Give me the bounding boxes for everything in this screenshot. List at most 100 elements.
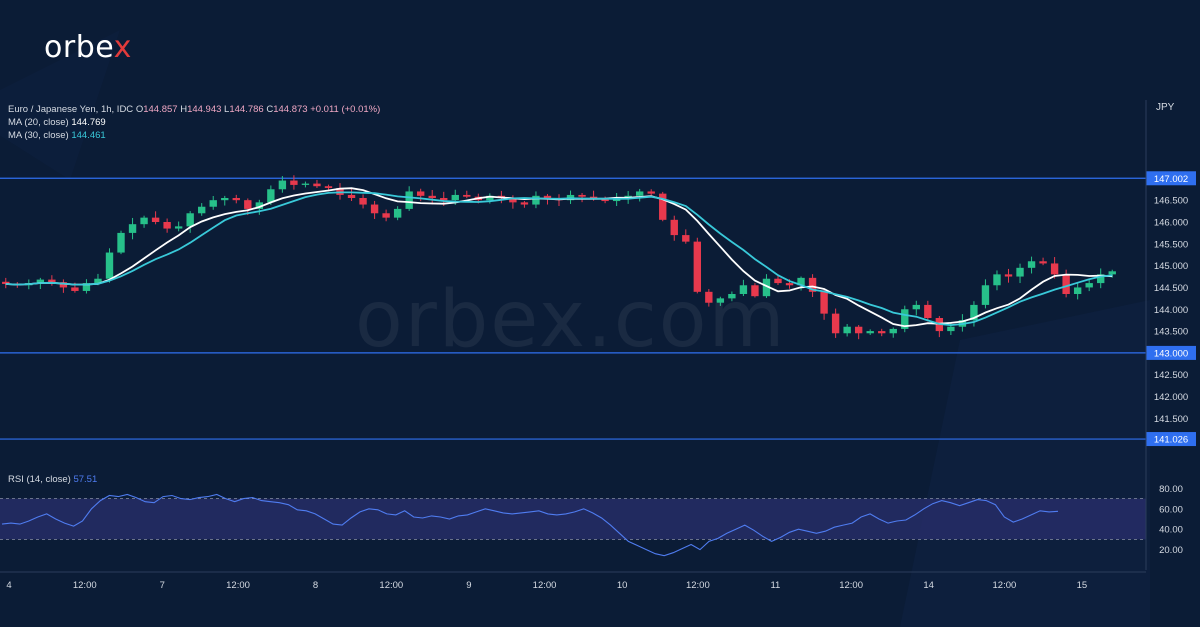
candle-body xyxy=(486,195,494,201)
candle-body xyxy=(647,191,655,194)
candle-body xyxy=(682,235,690,242)
candle-body xyxy=(670,219,678,236)
price-tick-label: 145.000 xyxy=(1154,261,1188,272)
price-tick-label: 142.500 xyxy=(1154,370,1188,381)
candle-body xyxy=(924,304,932,318)
level-badge xyxy=(1146,345,1196,360)
candle-body xyxy=(831,313,840,334)
candle-body xyxy=(866,331,874,334)
candle-body xyxy=(728,294,736,299)
high-value: 144.943 xyxy=(187,104,222,115)
level-label: 147.002 xyxy=(1154,174,1188,185)
time-tick-label: 14 xyxy=(923,580,934,591)
price-tick-label: 146.000 xyxy=(1154,218,1188,229)
candle-body xyxy=(2,281,10,284)
ma20-value: 144.769 xyxy=(71,117,106,128)
symbol-legend: Euro / Japanese Yen, 1h, IDC O144.857 H1… xyxy=(8,104,381,115)
candle-body xyxy=(278,180,287,190)
candle-body xyxy=(589,196,598,198)
candle-body xyxy=(543,195,552,198)
candle-body xyxy=(762,278,771,297)
candle-body xyxy=(843,326,851,334)
price-tick-label: 146.500 xyxy=(1154,196,1188,207)
ma30-value: 144.461 xyxy=(71,130,106,141)
candle-body xyxy=(36,279,45,284)
candle-body xyxy=(209,200,217,207)
candle-body xyxy=(417,191,425,196)
candle-body xyxy=(854,326,863,334)
candle-body xyxy=(359,198,367,205)
rsi-band xyxy=(0,498,1146,540)
candle-body xyxy=(428,195,436,198)
rsi-tick-label: 60.00 xyxy=(1159,504,1183,515)
time-tick-label: 10 xyxy=(617,580,628,591)
time-tick-label: 15 xyxy=(1077,580,1088,591)
candle-body xyxy=(94,278,102,284)
rsi-legend: RSI (14, close) 57.51 xyxy=(8,474,98,485)
time-tick-label: 12:00 xyxy=(993,580,1017,591)
candle-body xyxy=(716,298,725,303)
candle-body xyxy=(1004,274,1013,277)
rsi-value: 57.51 xyxy=(73,474,98,485)
time-tick-label: 4 xyxy=(6,580,11,591)
rsi-tick-label: 80.00 xyxy=(1159,484,1183,495)
candle-body xyxy=(1039,261,1047,264)
watermark: orbex.com xyxy=(355,275,787,365)
candle-body xyxy=(981,285,990,305)
price-tick-label: 144.000 xyxy=(1154,305,1188,316)
level-badge xyxy=(1146,171,1196,186)
ma30-legend: MA (30, close) 144.461 xyxy=(8,130,106,141)
candle-body xyxy=(186,213,194,227)
candle-body xyxy=(128,224,137,233)
rsi-line xyxy=(1,493,1059,557)
candle-body xyxy=(820,291,828,314)
candle-body xyxy=(117,232,125,253)
candle-body xyxy=(370,204,379,214)
candle-body xyxy=(301,183,310,185)
candle-body xyxy=(393,208,402,218)
time-tick-label: 12:00 xyxy=(226,580,250,591)
time-tick-label: 8 xyxy=(313,580,318,591)
price-tick-label: 141.500 xyxy=(1154,414,1188,425)
candle-body xyxy=(947,326,955,332)
time-tick-label: 12:00 xyxy=(839,580,863,591)
candle-body xyxy=(221,198,229,201)
candle-body xyxy=(1073,287,1082,294)
candle-body xyxy=(578,194,586,197)
level-label: 141.026 xyxy=(1154,435,1188,446)
time-tick-label: 9 xyxy=(466,580,471,591)
candle-body xyxy=(889,328,897,334)
orbex-logo: orbex xyxy=(44,30,132,65)
candle-body xyxy=(797,277,805,286)
candle-body xyxy=(347,194,356,198)
candle-body xyxy=(1108,271,1116,275)
candle-body xyxy=(1097,274,1105,284)
candle-body xyxy=(1050,263,1059,275)
candle-body xyxy=(1062,274,1070,294)
low-value: 144.786 xyxy=(229,104,264,115)
price-tick-label: 144.500 xyxy=(1154,283,1188,294)
time-tick-label: 7 xyxy=(160,580,165,591)
candle-body xyxy=(244,200,252,209)
candle-body xyxy=(1016,267,1024,277)
candle-body xyxy=(993,274,1001,286)
candle-body xyxy=(785,283,794,286)
time-tick-label: 11 xyxy=(770,580,780,591)
ma20-legend: MA (20, close) 144.769 xyxy=(8,117,106,128)
candle-body xyxy=(1085,283,1093,288)
candle-body xyxy=(174,226,183,229)
candle-body xyxy=(520,202,529,205)
change-value: +0.011 (+0.01%) xyxy=(310,104,381,115)
time-tick-label: 12:00 xyxy=(73,580,97,591)
level-label: 143.000 xyxy=(1154,348,1188,359)
candle-body xyxy=(705,291,713,303)
candle-body xyxy=(970,304,978,321)
candle-body xyxy=(198,206,206,214)
candle-body xyxy=(382,213,390,218)
candle-body xyxy=(324,186,333,188)
candle-body xyxy=(693,241,701,292)
candle-body xyxy=(255,202,264,209)
candle-body xyxy=(912,304,920,310)
candle-body xyxy=(336,187,344,195)
price-tick-label: 143.500 xyxy=(1154,327,1188,338)
